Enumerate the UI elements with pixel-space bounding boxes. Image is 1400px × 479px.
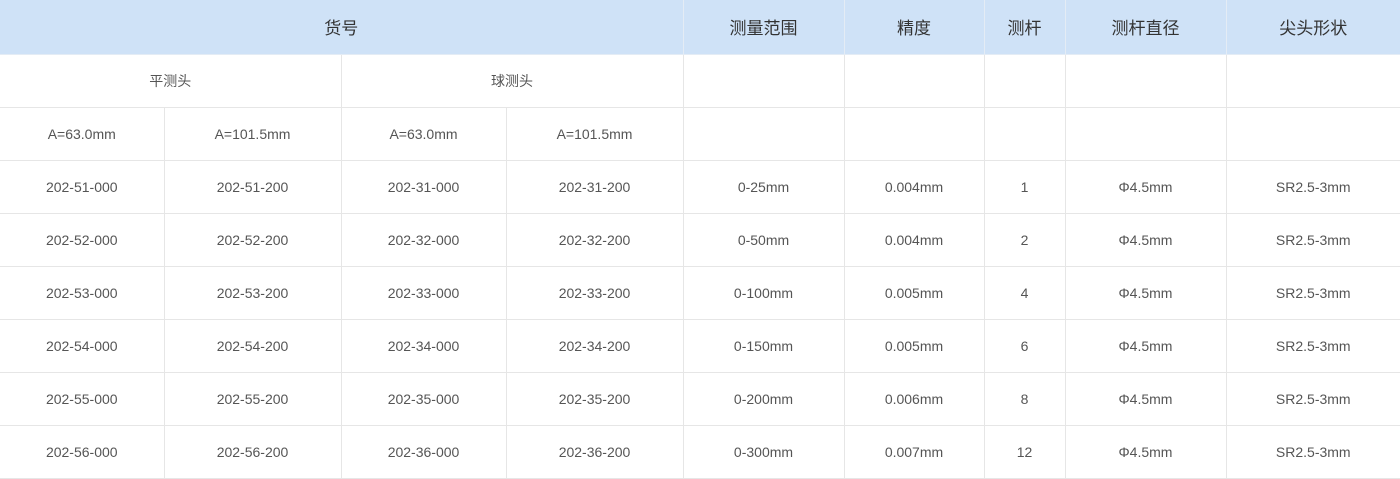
rod-diameter-cell: Φ4.5mm [1064,424,1227,479]
rod-cell: 8 [983,371,1066,426]
tip-shape-cell: SR2.5-3mm [1225,159,1400,214]
table-row: 202-54-000 202-54-200 202-34-000 202-34-200… [0,318,1400,373]
ball-63-part: 202-32-000 [340,212,507,267]
empty-cell [1064,106,1227,161]
table-row: 202-56-000 202-56-200 202-36-000 202-36-200… [0,424,1400,479]
subheader-row: 平测头 球测头 [0,53,1400,108]
tip-shape-cell: SR2.5-3mm [1225,318,1400,373]
rod-cell: 6 [983,318,1066,373]
rod-cell: 12 [983,424,1066,479]
ball-head-label: 球测头 [340,53,684,108]
length-label: A=101.5mm [505,106,684,161]
flat-101-part: 202-54-200 [163,318,342,373]
tip-shape-cell: SR2.5-3mm [1225,371,1400,426]
accuracy-cell: 0.005mm [843,265,985,320]
flat-101-part: 202-56-200 [163,424,342,479]
header-accuracy: 精度 [843,0,985,55]
accuracy-cell: 0.007mm [843,424,985,479]
header-part-number: 货号 [0,0,684,55]
empty-cell [682,53,845,108]
range-cell: 0-200mm [682,371,845,426]
ball-63-part: 202-34-000 [340,318,507,373]
ball-101-part: 202-33-200 [505,265,684,320]
ball-101-part: 202-32-200 [505,212,684,267]
flat-head-label: 平测头 [0,53,342,108]
empty-cell [682,106,845,161]
ball-101-part: 202-31-200 [505,159,684,214]
rod-cell: 1 [983,159,1066,214]
flat-101-part: 202-55-200 [163,371,342,426]
header-row: 货号 测量范围 精度 测杆 测杆直径 尖头形状 [0,0,1400,55]
table-row: 202-51-000 202-51-200 202-31-000 202-31-200… [0,159,1400,214]
header-range: 测量范围 [682,0,845,55]
rod-diameter-cell: Φ4.5mm [1064,265,1227,320]
flat-63-part: 202-51-000 [0,159,165,214]
accuracy-cell: 0.005mm [843,318,985,373]
flat-101-part: 202-52-200 [163,212,342,267]
flat-101-part: 202-53-200 [163,265,342,320]
empty-cell [843,53,985,108]
range-cell: 0-100mm [682,265,845,320]
rod-cell: 4 [983,265,1066,320]
length-label: A=101.5mm [163,106,342,161]
rod-cell: 2 [983,212,1066,267]
length-label: A=63.0mm [0,106,165,161]
ball-63-part: 202-31-000 [340,159,507,214]
range-cell: 0-25mm [682,159,845,214]
accuracy-cell: 0.006mm [843,371,985,426]
empty-cell [1225,53,1400,108]
length-label: A=63.0mm [340,106,507,161]
ball-63-part: 202-33-000 [340,265,507,320]
tip-shape-cell: SR2.5-3mm [1225,265,1400,320]
length-row: A=63.0mm A=101.5mm A=63.0mm A=101.5mm [0,106,1400,161]
empty-cell [1225,106,1400,161]
flat-101-part: 202-51-200 [163,159,342,214]
flat-63-part: 202-52-000 [0,212,165,267]
tip-shape-cell: SR2.5-3mm [1225,212,1400,267]
accuracy-cell: 0.004mm [843,159,985,214]
flat-63-part: 202-54-000 [0,318,165,373]
tip-shape-cell: SR2.5-3mm [1225,424,1400,479]
ball-101-part: 202-34-200 [505,318,684,373]
flat-63-part: 202-56-000 [0,424,165,479]
header-rod-diameter: 测杆直径 [1064,0,1227,55]
flat-63-part: 202-53-000 [0,265,165,320]
header-rod: 测杆 [983,0,1066,55]
table-row: 202-53-000 202-53-200 202-33-000 202-33-200… [0,265,1400,320]
ball-101-part: 202-36-200 [505,424,684,479]
range-cell: 0-150mm [682,318,845,373]
rod-diameter-cell: Φ4.5mm [1064,159,1227,214]
ball-63-part: 202-36-000 [340,424,507,479]
rod-diameter-cell: Φ4.5mm [1064,318,1227,373]
empty-cell [1064,53,1227,108]
ball-101-part: 202-35-200 [505,371,684,426]
empty-cell [843,106,985,161]
flat-63-part: 202-55-000 [0,371,165,426]
range-cell: 0-50mm [682,212,845,267]
ball-63-part: 202-35-000 [340,371,507,426]
empty-cell [983,106,1066,161]
rod-diameter-cell: Φ4.5mm [1064,212,1227,267]
accuracy-cell: 0.004mm [843,212,985,267]
table-row: 202-55-000 202-55-200 202-35-000 202-35-200… [0,371,1400,426]
rod-diameter-cell: Φ4.5mm [1064,371,1227,426]
header-tip-shape: 尖头形状 [1225,0,1400,55]
range-cell: 0-300mm [682,424,845,479]
table-row: 202-52-000 202-52-200 202-32-000 202-32-200… [0,212,1400,267]
empty-cell [983,53,1066,108]
